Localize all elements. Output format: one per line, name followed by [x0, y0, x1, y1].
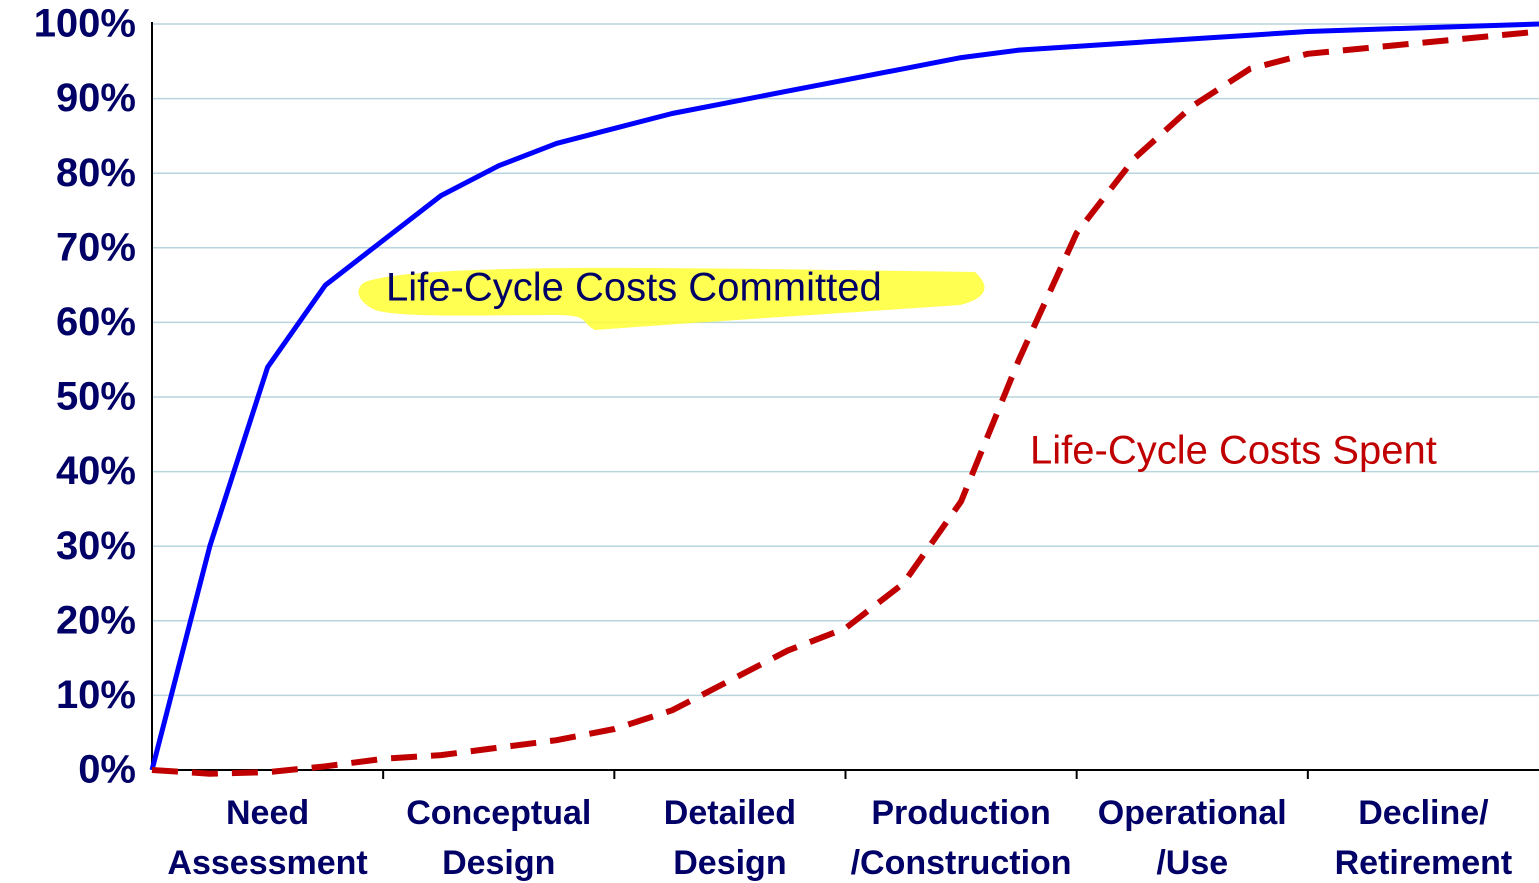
x-tick-label-line: Decline/ [1358, 794, 1489, 832]
x-tick-label: Decline/Retirement [1335, 794, 1513, 882]
x-tick-label-line: /Construction [851, 844, 1072, 882]
y-tick-label: 20% [56, 598, 136, 642]
x-tick-label-line: Retirement [1335, 844, 1513, 882]
x-tick-label: Conceptual Design [406, 794, 591, 882]
series-label: Life-Cycle Costs Spent [1030, 429, 1437, 473]
y-tick-label: 90% [56, 76, 136, 120]
x-tick-label-line: Conceptual [406, 794, 591, 832]
x-tick-label-line: Assessment [167, 844, 367, 882]
x-tick-label-line: Need [226, 794, 309, 832]
x-tick-label-line: Design [673, 844, 786, 882]
y-tick-label: 10% [56, 673, 136, 717]
x-tick-label: Detailed Design [664, 794, 796, 882]
x-tick-label: Operational/Use [1098, 794, 1287, 882]
x-tick-label-line: Detailed [664, 794, 796, 832]
x-tick-label: Need Assessment [167, 794, 367, 882]
x-tick-label-line: Production [871, 794, 1050, 832]
series-line [149, 21, 1539, 771]
y-tick-label: 100% [34, 2, 136, 46]
x-tick-label-line: Design [442, 844, 555, 882]
x-tick-label-line: /Use [1156, 844, 1228, 882]
y-tick-label: 30% [56, 524, 136, 568]
y-tick-label: 60% [56, 300, 136, 344]
y-tick-label: 0% [78, 748, 136, 792]
y-tick-label: 40% [56, 449, 136, 493]
y-tick-label: 80% [56, 151, 136, 195]
x-tick-label: Production/Construction [851, 794, 1072, 882]
series-line [151, 28, 1539, 777]
x-tick-label-line: Operational [1098, 794, 1287, 832]
y-tick-label: 50% [56, 375, 136, 419]
y-tick-label: 70% [56, 225, 136, 269]
highlight [358, 267, 985, 330]
series-label: Life-Cycle Costs Committed [386, 266, 882, 310]
